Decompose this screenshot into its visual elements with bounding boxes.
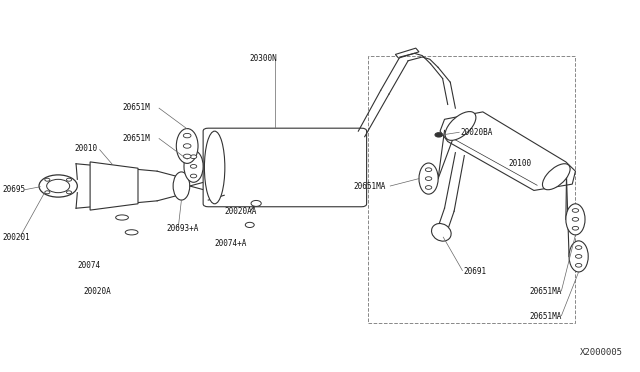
Circle shape bbox=[426, 168, 432, 171]
Ellipse shape bbox=[176, 129, 198, 163]
Circle shape bbox=[67, 178, 72, 181]
Text: 20695: 20695 bbox=[3, 185, 26, 194]
Circle shape bbox=[39, 175, 77, 197]
Ellipse shape bbox=[184, 150, 203, 182]
Polygon shape bbox=[90, 162, 138, 210]
Ellipse shape bbox=[125, 230, 138, 235]
Circle shape bbox=[426, 186, 432, 189]
Circle shape bbox=[575, 246, 582, 249]
Circle shape bbox=[245, 222, 254, 228]
Circle shape bbox=[426, 177, 432, 180]
Ellipse shape bbox=[419, 163, 438, 194]
Ellipse shape bbox=[569, 241, 588, 272]
Circle shape bbox=[67, 191, 72, 194]
Circle shape bbox=[190, 164, 196, 168]
Ellipse shape bbox=[204, 131, 225, 204]
Ellipse shape bbox=[445, 112, 476, 140]
Ellipse shape bbox=[173, 172, 189, 200]
Text: 20100: 20100 bbox=[508, 159, 531, 168]
Text: 20300N: 20300N bbox=[250, 54, 278, 62]
Circle shape bbox=[183, 144, 191, 148]
Text: 20020A: 20020A bbox=[84, 287, 111, 296]
Text: 20651M: 20651M bbox=[122, 103, 150, 112]
Circle shape bbox=[190, 174, 196, 178]
Circle shape bbox=[572, 209, 579, 212]
Ellipse shape bbox=[543, 164, 570, 190]
Text: 20010: 20010 bbox=[74, 144, 97, 153]
Circle shape bbox=[183, 134, 191, 138]
Circle shape bbox=[572, 227, 579, 230]
Bar bbox=[368, 56, 575, 323]
Circle shape bbox=[572, 218, 579, 221]
Circle shape bbox=[183, 154, 191, 158]
FancyBboxPatch shape bbox=[203, 128, 367, 207]
Text: 20020AA: 20020AA bbox=[224, 208, 257, 217]
Text: 200201: 200201 bbox=[3, 233, 30, 243]
Circle shape bbox=[251, 201, 261, 206]
Polygon shape bbox=[440, 112, 575, 190]
Polygon shape bbox=[396, 48, 419, 58]
Text: 20074+A: 20074+A bbox=[214, 239, 247, 248]
Text: 20651MA: 20651MA bbox=[529, 287, 562, 296]
Circle shape bbox=[190, 155, 196, 158]
Circle shape bbox=[435, 133, 443, 137]
Circle shape bbox=[47, 179, 70, 193]
Text: X2000005: X2000005 bbox=[580, 348, 623, 357]
Text: 20651MA: 20651MA bbox=[354, 182, 386, 190]
Text: 20020BA: 20020BA bbox=[461, 128, 493, 137]
Text: 20651M: 20651M bbox=[122, 134, 150, 143]
Text: 20651MA: 20651MA bbox=[529, 312, 562, 321]
Ellipse shape bbox=[116, 215, 129, 220]
Circle shape bbox=[45, 178, 50, 181]
Ellipse shape bbox=[431, 224, 451, 241]
Ellipse shape bbox=[566, 204, 585, 235]
Text: 20693+A: 20693+A bbox=[167, 224, 199, 233]
Text: 20691: 20691 bbox=[464, 267, 487, 276]
Text: 20074: 20074 bbox=[77, 261, 100, 270]
Circle shape bbox=[45, 191, 50, 194]
Circle shape bbox=[575, 254, 582, 258]
Circle shape bbox=[575, 263, 582, 267]
